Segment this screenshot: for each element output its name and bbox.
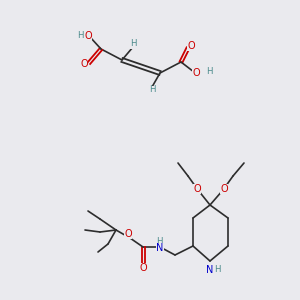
Text: O: O [220, 184, 228, 194]
Text: O: O [84, 31, 92, 41]
Text: H: H [77, 32, 83, 40]
Text: O: O [80, 59, 88, 69]
Text: N: N [156, 243, 164, 253]
Text: O: O [187, 41, 195, 51]
Text: O: O [124, 229, 132, 239]
Text: H: H [206, 68, 212, 76]
Text: H: H [130, 40, 136, 49]
Text: O: O [139, 263, 147, 273]
Text: H: H [156, 236, 162, 245]
Text: H: H [214, 266, 220, 274]
Text: O: O [192, 68, 200, 78]
Text: N: N [206, 265, 214, 275]
Text: H: H [149, 85, 155, 94]
Text: O: O [193, 184, 201, 194]
